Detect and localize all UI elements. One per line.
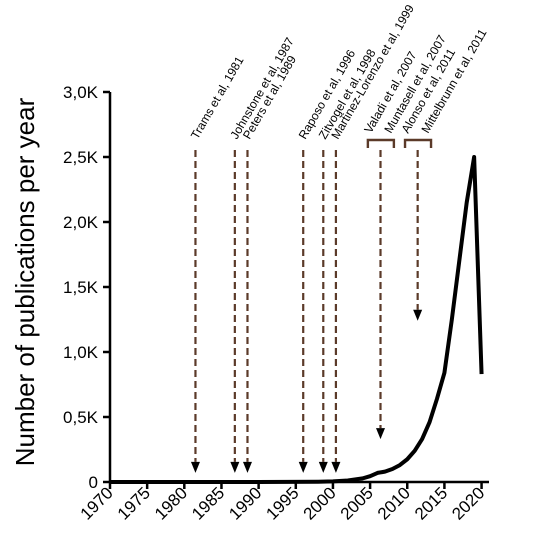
citation-arrow-head — [242, 461, 252, 473]
citation-arrow-head — [230, 461, 240, 473]
x-tick-label: 1970 — [77, 483, 117, 523]
y-axis-label: Number of publications per year — [10, 97, 40, 466]
x-tick-label: 2005 — [337, 483, 377, 523]
x-tick-label: 2000 — [300, 483, 340, 523]
y-tick-label: 2,0K — [63, 213, 99, 232]
bracket-arrow-head — [376, 428, 386, 440]
citation-label: Johnstone et al, 1987 — [227, 35, 297, 142]
y-tick-label: 0,5K — [63, 408, 99, 427]
x-tick-label: 1980 — [151, 483, 191, 523]
x-tick-label: 2020 — [448, 483, 488, 523]
y-tick-label: 1,5K — [63, 278, 99, 297]
series-layer — [110, 155, 484, 484]
x-tick-label: 1985 — [188, 483, 228, 523]
y-tick-label: 1,0K — [63, 343, 99, 362]
citation-arrow-head — [318, 461, 328, 473]
x-tick-label: 1995 — [262, 483, 302, 523]
x-tick-label: 1990 — [225, 483, 265, 523]
x-tick-label: 2015 — [411, 483, 451, 523]
citation-arrow-head — [298, 461, 308, 473]
x-tick-label: 1975 — [114, 483, 154, 523]
publications-series-line — [110, 155, 484, 484]
bracket-arrow-head — [413, 309, 423, 321]
y-tick-label: 0 — [89, 473, 98, 492]
y-tick-label: 3,0K — [63, 83, 99, 102]
citation-arrow-head — [190, 461, 200, 473]
citation-arrow-head — [331, 461, 341, 473]
x-tick-label: 2010 — [374, 483, 414, 523]
citation-bracket — [403, 138, 433, 148]
citation-bracket — [366, 138, 396, 148]
y-tick-label: 2,5K — [63, 148, 99, 167]
axes: 0 0,5K 1,0K 1,5K 2,0K 2,5K 3,0K 197019751980198… — [63, 83, 489, 524]
